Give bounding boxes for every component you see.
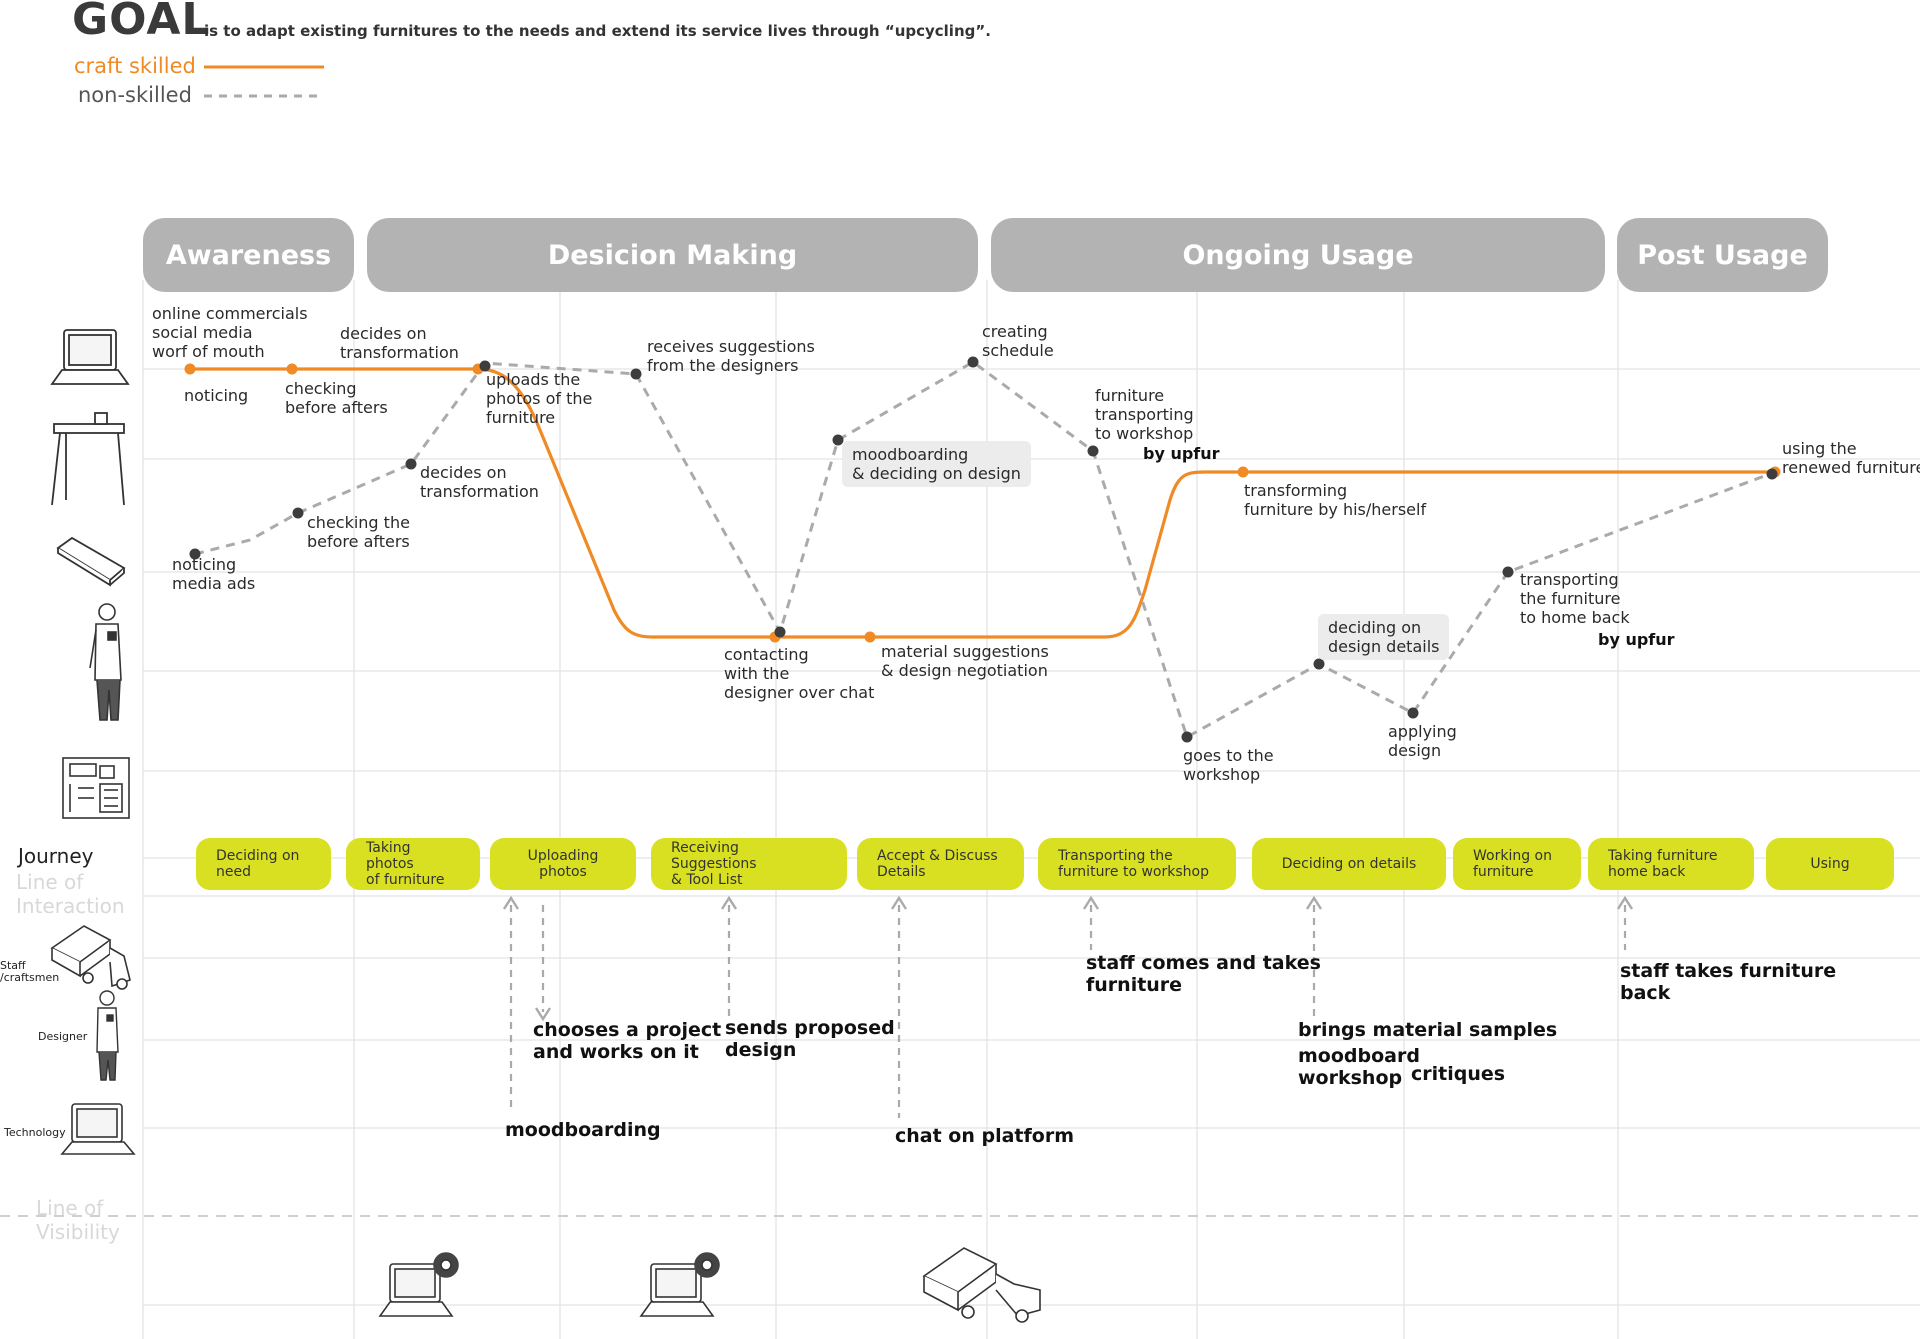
- step-working[interactable]: Working on furniture: [1453, 838, 1581, 890]
- support-truck-icon: [922, 1247, 1041, 1323]
- craft-label-decides: decides on transformation: [340, 324, 459, 362]
- non-label-applying: applying design: [1388, 722, 1457, 760]
- lane-line-of-visibility: Line of Visibility: [36, 1196, 120, 1244]
- designer-person-icon: [96, 990, 119, 1081]
- action-staff-takes: staff comes and takes furniture: [1086, 952, 1321, 996]
- lane-technology: Technology: [4, 1126, 66, 1139]
- action-chat: chat on platform: [895, 1125, 1075, 1147]
- craft-label-uploads: uploads the photos of the furniture: [486, 370, 593, 427]
- action-sends-design: sends proposed design: [725, 1017, 895, 1061]
- legend-non-label: non-skilled: [78, 83, 192, 107]
- action-staff-back: staff takes furniture back: [1620, 960, 1837, 1004]
- step-accept-discuss[interactable]: Accept & Discuss Details: [857, 838, 1024, 890]
- step-receiving-suggestions[interactable]: Receiving Suggestions & Tool List: [651, 838, 847, 890]
- non-label-by-upfur: by upfur: [1143, 444, 1220, 463]
- non-label-moodboarding: moodboarding & deciding on design: [842, 441, 1031, 487]
- phase-ongoing-usage: Ongoing Usage: [991, 218, 1605, 292]
- goal-description: is to adapt existing furnitures to the n…: [204, 22, 991, 40]
- action-material-samples: brings material samples: [1298, 1019, 1558, 1041]
- support-laptop-gear-icon: [378, 1252, 459, 1317]
- step-deciding-details[interactable]: Deciding on details: [1252, 838, 1446, 890]
- non-label-receives: receives suggestions from the designers: [647, 337, 815, 375]
- lane-line-of-interaction: Line of Interaction: [16, 870, 125, 918]
- step-uploading-photos[interactable]: Uploading photos: [490, 838, 636, 890]
- craft-label-using: using the renewed furniture: [1782, 439, 1920, 477]
- non-label-transport-home: transporting the furniture to home back: [1520, 570, 1630, 627]
- desk-icon: [51, 412, 125, 506]
- phase-post-usage: Post Usage: [1617, 218, 1828, 292]
- non-label-goes-workshop: goes to the workshop: [1183, 746, 1274, 784]
- lane-designer: Designer: [38, 1030, 88, 1043]
- interaction-arrows: [509, 905, 1627, 1118]
- technology-laptop-icon: [60, 1103, 136, 1155]
- non-label-deciding-details: deciding on design details: [1318, 614, 1450, 660]
- lane-journey: Journey: [18, 844, 94, 868]
- craft-label-transforming: transforming furniture by his/herself: [1244, 481, 1427, 519]
- step-deciding-need[interactable]: Deciding on need: [196, 838, 331, 890]
- legend-craft-label: craft skilled: [74, 54, 196, 78]
- arrow-heads: [502, 895, 1634, 1022]
- person-icon: [89, 603, 122, 721]
- non-label-decides: decides on transformation: [420, 463, 539, 501]
- action-critiques: critiques: [1411, 1063, 1506, 1085]
- support-laptop-gear-icon-2: [639, 1252, 720, 1317]
- action-moodboarding: moodboarding: [505, 1119, 661, 1141]
- craft-label-channels: online commercials social media worf of mo…: [152, 304, 308, 361]
- step-taking-photos[interactable]: Taking photos of furniture: [346, 838, 480, 890]
- non-label-noticing: noticing media ads: [172, 555, 256, 593]
- goal-title: GOAL: [72, 0, 211, 45]
- craft-label-noticing: noticing: [184, 386, 249, 405]
- phone-icon: [56, 536, 126, 587]
- craft-label-contacting: contacting with the designer over chat: [724, 645, 875, 702]
- step-transporting[interactable]: Transporting the furniture to workshop: [1038, 838, 1236, 890]
- step-using[interactable]: Using: [1766, 838, 1894, 890]
- non-label-transporting: furniture transporting to workshop: [1095, 386, 1194, 443]
- phase-awareness: Awareness: [143, 218, 354, 292]
- action-moodboard-workshop: moodboard workshop: [1298, 1045, 1420, 1089]
- craft-label-checking: checking before afters: [285, 379, 388, 417]
- non-label-schedule: creating schedule: [982, 322, 1054, 360]
- non-journey-line: [194, 360, 1776, 740]
- grid: [142, 280, 1920, 1339]
- non-label-by-upfur-2: by upfur: [1598, 630, 1675, 649]
- lane-staff: Staff/craftsmen: [0, 959, 60, 984]
- non-label-checking: checking the before afters: [307, 513, 410, 551]
- non-points: [189, 356, 1778, 743]
- step-taking-home[interactable]: Taking furniture home back: [1588, 838, 1754, 890]
- phase-decision-making: Desicion Making: [367, 218, 978, 292]
- craft-label-material: material suggestions & design negotiation: [881, 642, 1049, 680]
- craft-journey-line: [190, 367, 1775, 639]
- action-chooses-project: chooses a project and works on it: [533, 1019, 722, 1063]
- truck-icon: [50, 925, 131, 990]
- laptop-icon: [50, 329, 130, 385]
- blueprint-icon: [62, 757, 130, 819]
